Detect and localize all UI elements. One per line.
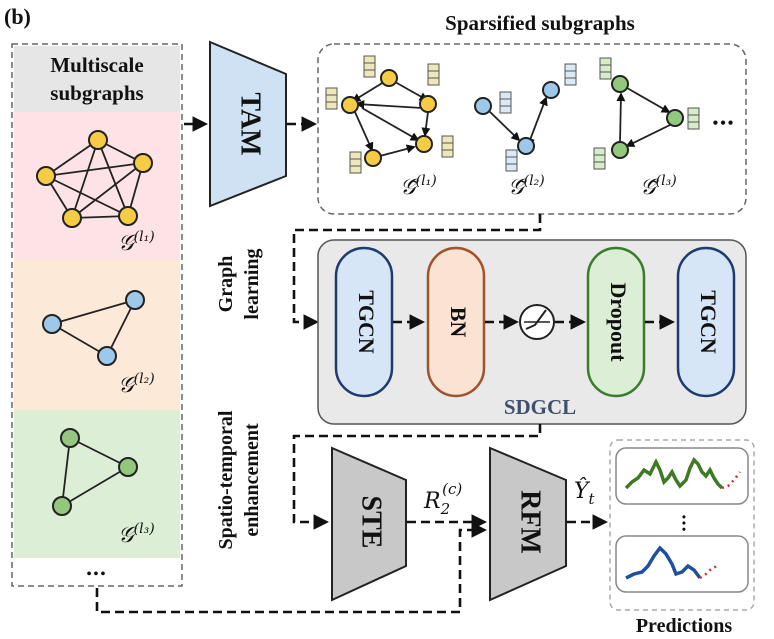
label-g-l1: 𝒢(l₁) xyxy=(118,229,155,256)
sparsified-subgraphs-panel: Sparsified subgraphs 𝒢̃(l₁) xyxy=(317,11,747,215)
sparsified-title: Sparsified subgraphs xyxy=(445,11,635,35)
sdgcl-label: SDGCL xyxy=(504,395,576,419)
prediction-series-1-history xyxy=(624,457,724,490)
tam-label: TAM xyxy=(235,92,266,155)
bn-label: BN xyxy=(446,307,471,338)
arrow-to-ste xyxy=(292,424,542,530)
scale-l2-background xyxy=(14,260,180,410)
sparsified-graph-l2 xyxy=(474,63,577,172)
label-gt-l3: 𝒢̃(l₃) xyxy=(640,173,677,200)
prediction-card-2 xyxy=(615,535,749,593)
tgcn-label-1: TGCN xyxy=(354,290,379,354)
panel-label: (b) xyxy=(4,4,31,29)
yhat-label: Ŷt xyxy=(574,477,596,508)
graph-learning-line1: Graph xyxy=(215,256,237,313)
label-g-l2: 𝒢(l₂) xyxy=(118,371,155,398)
complete-graph-l1 xyxy=(36,130,153,228)
multiscale-title-line1: Multiscale xyxy=(50,53,143,77)
prediction-series-2-history xyxy=(625,545,702,580)
label-gt-l2: 𝒢̃(l₂) xyxy=(508,173,545,200)
graph-l2 xyxy=(42,290,145,366)
sparsified-graph-l1 xyxy=(325,55,454,174)
label-g-l3: 𝒢(l₃) xyxy=(118,521,155,548)
tgcn-block-1 xyxy=(334,246,394,398)
tgcn-block-2 xyxy=(676,246,736,398)
predictions-title: Predictions xyxy=(636,615,733,637)
multiscale-subgraphs-panel: Multiscale subgraphs 𝒢(l₁) xyxy=(11,43,183,587)
st-enhancement-line2: enhancement xyxy=(241,423,263,537)
dropout-label: Dropout xyxy=(606,282,631,362)
tam-block: TAM xyxy=(209,40,287,208)
ste-block: STE xyxy=(331,446,407,602)
predictions-panel: ••• Predictions xyxy=(609,439,755,637)
ste-label: STE xyxy=(356,496,387,549)
prediction-series-1-forecast xyxy=(721,471,741,490)
rfm-block: RFM xyxy=(489,446,567,602)
prediction-series-2-forecast xyxy=(699,564,719,580)
dropout-block xyxy=(586,246,646,398)
tgcn-label-2: TGCN xyxy=(696,290,721,354)
graph-l3 xyxy=(52,428,138,516)
graph-learning-line2: learning xyxy=(241,248,263,319)
label-gt-l1: 𝒢̃(l₁) xyxy=(400,173,437,200)
sparsified-graph-l3 xyxy=(593,57,700,170)
rfm-label: RFM xyxy=(515,490,546,554)
prediction-card-1 xyxy=(615,447,749,505)
scale-l3-background xyxy=(14,410,180,558)
multiscale-ellipsis: ••• xyxy=(87,567,108,582)
multiscale-title-line2: subgraphs xyxy=(50,81,143,105)
sparsified-ellipsis: ••• xyxy=(713,115,736,132)
sdgcl-block: TGCN BN Dropout TGCN SDGCL xyxy=(317,239,747,425)
activation-node xyxy=(519,304,555,340)
r2c-label: R2(c) xyxy=(423,480,462,518)
predictions-ellipsis: ••• xyxy=(677,515,691,534)
bn-block xyxy=(426,246,486,398)
arrow-skip-to-rfm xyxy=(95,522,488,614)
st-enhancement-line1: Spatio-temporal xyxy=(215,410,237,549)
